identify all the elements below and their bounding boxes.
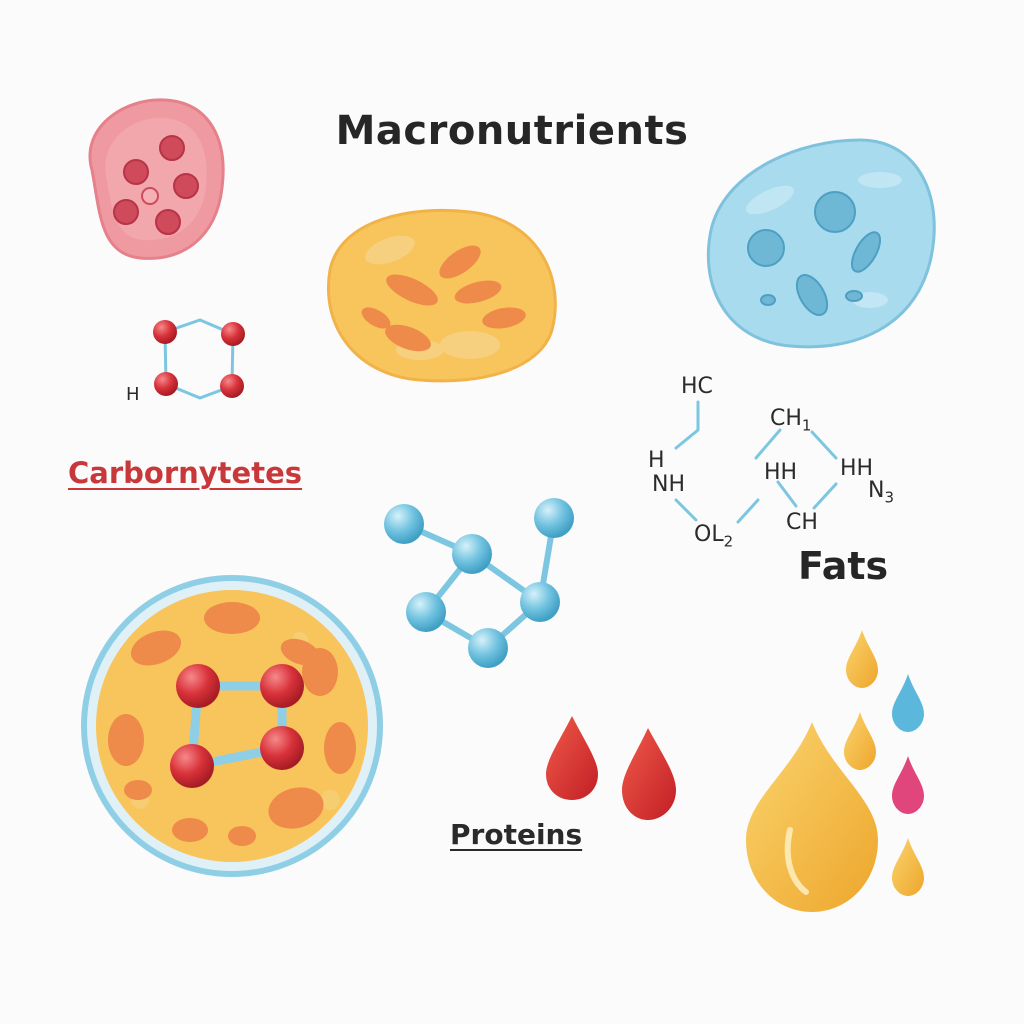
orange-cell (327, 208, 557, 383)
n3-text: N3 (868, 478, 895, 507)
carbohydrates-label: Carbornytetes (68, 456, 303, 490)
nh-text: NH (652, 472, 685, 497)
hexagon-molecule (153, 318, 245, 400)
blue-molecule (384, 498, 574, 668)
hc-text: HC (681, 374, 713, 399)
proteins-label: Proteins (450, 818, 583, 851)
round-cell (81, 575, 383, 877)
blue-cell (706, 138, 936, 349)
h-left-text: H (648, 448, 665, 473)
fats-label: Fats (798, 544, 889, 588)
ch-text: CH (786, 510, 818, 535)
diagram-title: Macronutrients (335, 108, 689, 154)
hh-text: HH (764, 460, 798, 485)
pink-cell (88, 98, 225, 260)
fat-formula-bonds (674, 400, 838, 524)
oil-drops (746, 630, 924, 912)
ol2-text: OL2 (694, 522, 734, 551)
ch1-text: CH1 (770, 406, 812, 435)
red-drops (546, 716, 676, 820)
hh-right-text: HH (840, 456, 874, 481)
ring-h-text: H (126, 384, 140, 405)
